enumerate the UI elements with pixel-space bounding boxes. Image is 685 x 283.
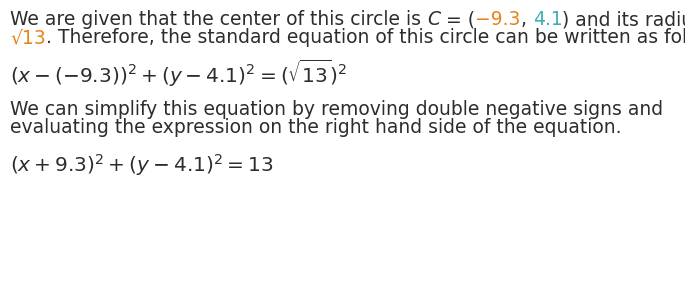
Text: ,: , — [521, 10, 533, 29]
Text: 4.1: 4.1 — [533, 10, 562, 29]
Text: $(x - (-9.3))^2 + (y - 4.1)^2 = (\sqrt{13})^2$: $(x - (-9.3))^2 + (y - 4.1)^2 = (\sqrt{1… — [10, 58, 347, 89]
Text: We are given that the center of this circle is: We are given that the center of this cir… — [10, 10, 427, 29]
Text: = (: = ( — [440, 10, 475, 29]
Text: −9.3: −9.3 — [475, 10, 521, 29]
Text: . Therefore, the standard equation of this circle can be written as follows.: . Therefore, the standard equation of th… — [46, 28, 685, 47]
Text: $(x + 9.3)^2 + (y - 4.1)^2 = 13$: $(x + 9.3)^2 + (y - 4.1)^2 = 13$ — [10, 152, 273, 178]
Text: √13: √13 — [10, 28, 46, 47]
Text: ) and its radius is: ) and its radius is — [562, 10, 685, 29]
Text: We can simplify this equation by removing double negative signs and: We can simplify this equation by removin… — [10, 100, 663, 119]
Text: evaluating the expression on the right hand side of the equation.: evaluating the expression on the right h… — [10, 118, 621, 137]
Text: C: C — [427, 10, 440, 29]
